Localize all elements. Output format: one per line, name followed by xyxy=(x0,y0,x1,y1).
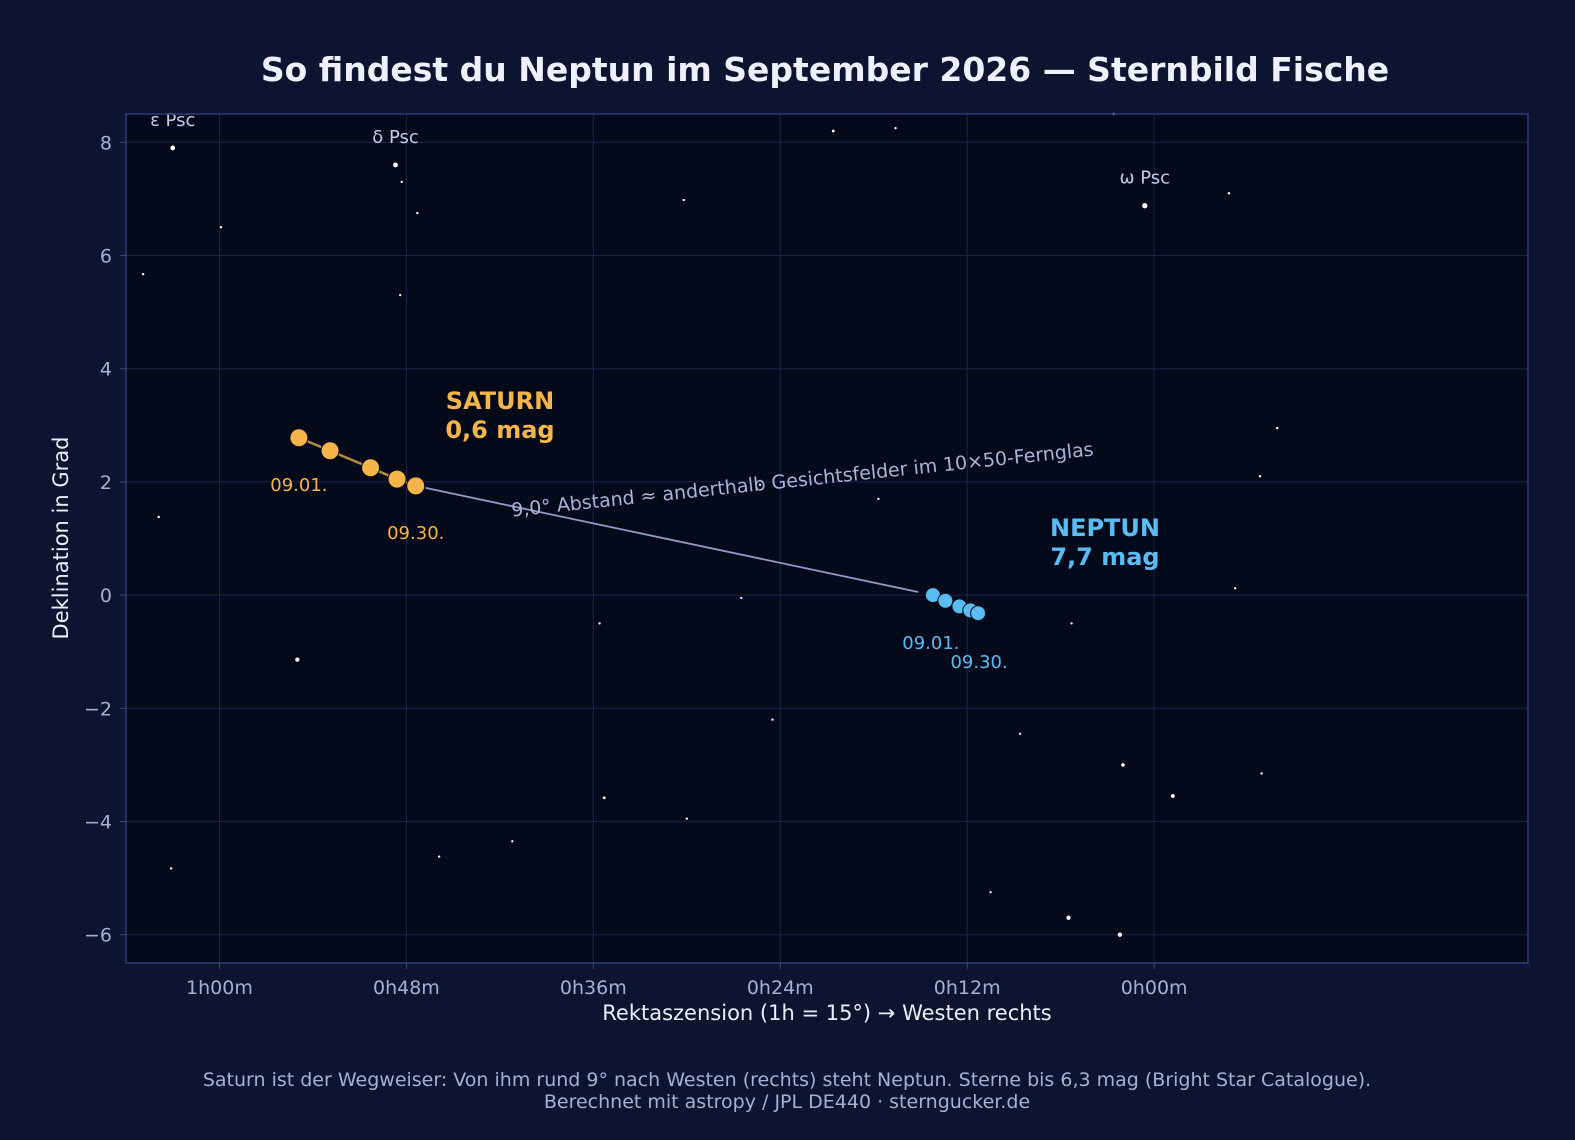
star-point xyxy=(169,867,173,870)
star-point xyxy=(1142,203,1148,209)
star-point xyxy=(989,891,992,894)
y-tick-label: 6 xyxy=(100,246,112,268)
star-labels: ε Psc δ Psc ω Psc xyxy=(150,110,1170,189)
y-tick-label: 2 xyxy=(100,472,112,494)
star-point xyxy=(1275,426,1279,430)
y-tick-label: 0 xyxy=(100,585,112,607)
saturn-position-point xyxy=(387,469,407,489)
saturn-name-label: SATURN xyxy=(446,387,554,415)
saturn-position-point xyxy=(406,476,426,496)
neptun-name-label: NEPTUN xyxy=(1050,514,1160,542)
neptun-position-point xyxy=(937,592,954,609)
saturn-magnitude-label: 0,6 mag xyxy=(445,416,554,444)
star-point xyxy=(141,272,145,276)
star-point xyxy=(416,211,419,215)
x-tick-label: 0h00m xyxy=(1121,977,1188,999)
plot-frame xyxy=(125,113,1529,964)
neptun-magnitude-label: 7,7 mag xyxy=(1050,543,1159,571)
chart-title: So findest du Neptun im September 2026 —… xyxy=(261,50,1389,89)
star-point xyxy=(1019,732,1022,735)
star-point xyxy=(758,483,762,486)
x-tick-label: 0h12m xyxy=(934,977,1001,999)
neptun-position-point xyxy=(970,605,987,622)
footer-line-1: Saturn ist der Wegweiser: Von ihm rund 9… xyxy=(203,1069,1371,1091)
y-tick-label: 8 xyxy=(100,132,112,154)
star-point xyxy=(219,226,223,229)
star-point xyxy=(295,657,300,662)
star-point xyxy=(740,596,743,600)
y-tick-label: 4 xyxy=(100,359,112,381)
footer-line-2: Berechnet mit astropy / JPL DE440 · ster… xyxy=(544,1091,1030,1113)
star-point xyxy=(1233,587,1237,590)
y-tick-label: −4 xyxy=(84,812,112,834)
y-axis-title: Deklination in Grad xyxy=(49,437,73,640)
star-label: ω Psc xyxy=(1119,168,1170,189)
grid-lines xyxy=(126,114,1528,963)
y-axis-ticks: 8 6 4 2 0 −2 −4 −6 xyxy=(84,132,126,947)
saturn-position-point xyxy=(320,441,340,461)
star-point xyxy=(437,855,441,858)
star-point xyxy=(157,515,160,519)
star-point xyxy=(1070,622,1073,625)
star-point xyxy=(1227,192,1231,195)
x-tick-label: 0h24m xyxy=(747,977,814,999)
star-field xyxy=(141,112,1279,937)
star-label: δ Psc xyxy=(372,127,419,148)
x-axis-title: Rektaszension (1h = 15°) → Westen rechts xyxy=(602,1001,1051,1025)
star-point xyxy=(831,129,835,133)
star-point xyxy=(894,126,897,130)
star-point xyxy=(877,497,880,501)
saturn-position-point xyxy=(289,428,309,448)
star-point xyxy=(682,198,685,202)
y-tick-label: −2 xyxy=(84,698,112,720)
x-tick-label: 0h36m xyxy=(560,977,627,999)
separation-line-segment xyxy=(425,487,919,593)
x-axis-ticks: 1h00m 0h48m 0h36m 0h24m 0h12m 0h00m xyxy=(186,963,1188,999)
saturn-start-date: 09.01. xyxy=(270,475,327,496)
neptun-start-date: 09.01. xyxy=(902,633,959,654)
star-point xyxy=(1121,763,1125,767)
y-tick-label: −6 xyxy=(84,925,112,947)
star-point xyxy=(1260,772,1263,775)
star-point xyxy=(598,622,601,625)
star-point xyxy=(1066,915,1071,920)
plot-area xyxy=(126,114,1528,963)
neptun-end-date: 09.30. xyxy=(950,652,1007,673)
star-point xyxy=(1117,932,1123,937)
star-point xyxy=(511,840,514,843)
star-point xyxy=(400,180,403,184)
star-point xyxy=(399,293,402,297)
star-label: ε Psc xyxy=(150,110,195,131)
star-point xyxy=(1170,794,1175,798)
x-tick-label: 1h00m xyxy=(186,977,253,999)
saturn-position-point xyxy=(361,458,381,478)
star-point xyxy=(1258,475,1262,478)
saturn-end-date: 09.30. xyxy=(387,523,444,544)
star-point xyxy=(602,796,606,800)
star-point xyxy=(685,817,688,820)
star-point xyxy=(771,718,774,721)
star-point xyxy=(170,145,176,151)
x-tick-label: 0h48m xyxy=(373,977,440,999)
star-point xyxy=(393,162,398,168)
